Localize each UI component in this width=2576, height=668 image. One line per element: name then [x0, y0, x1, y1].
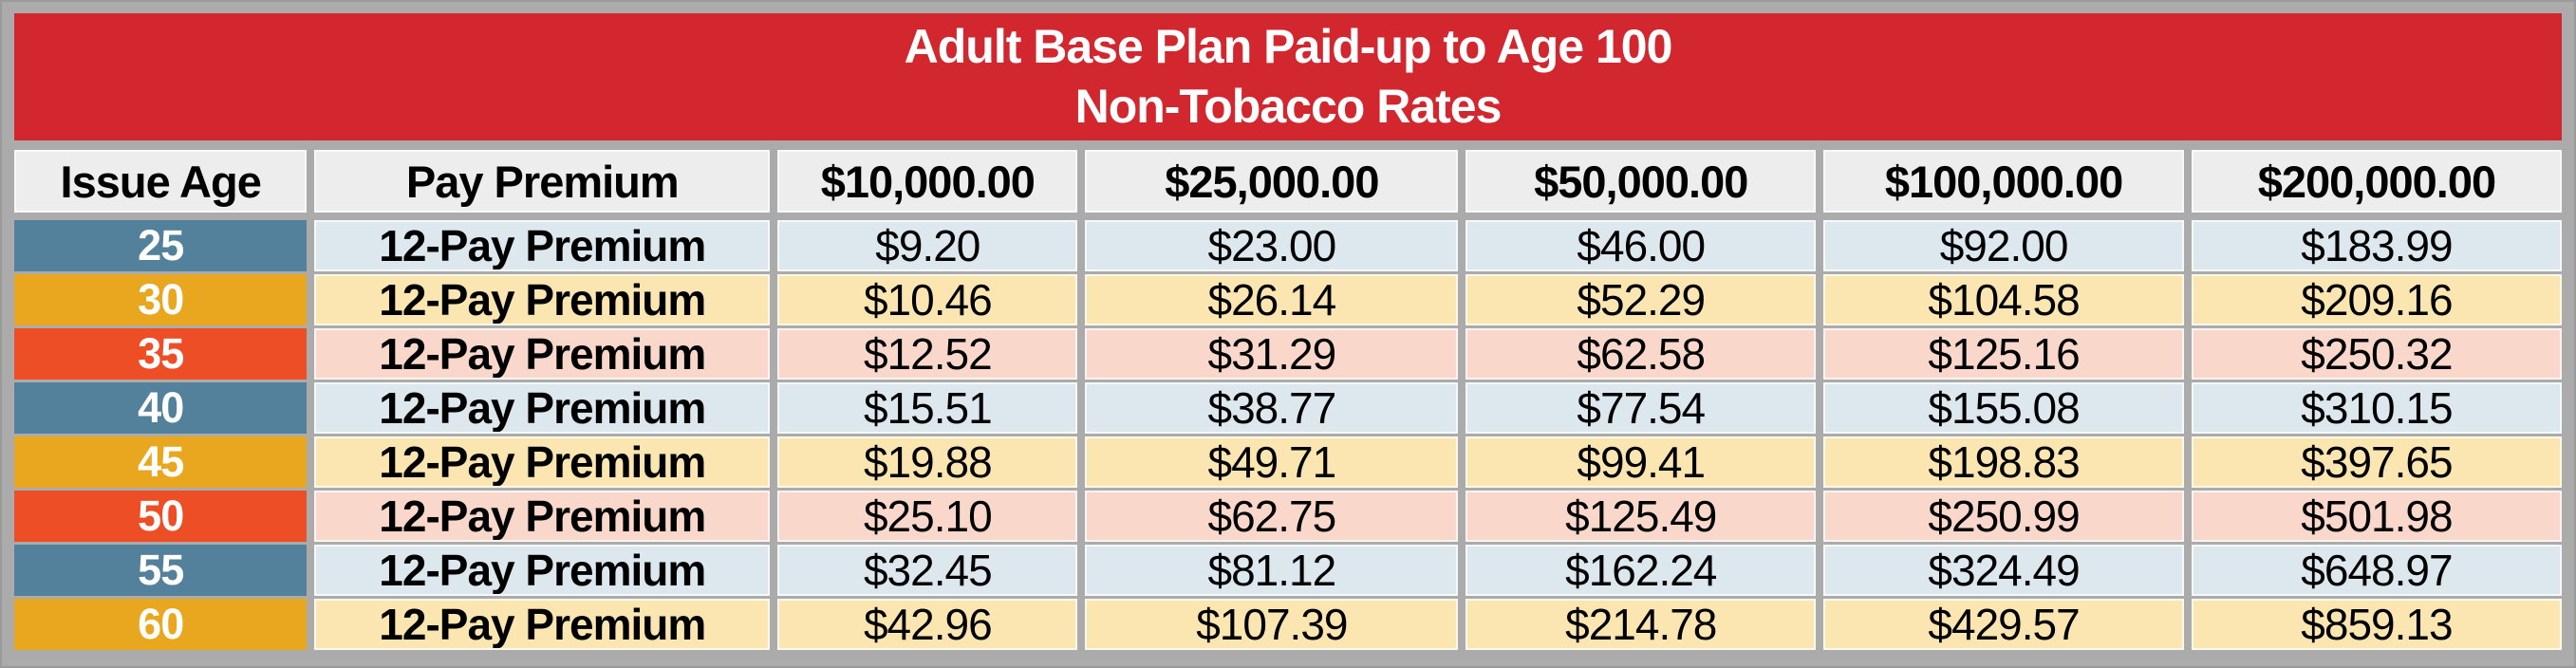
rate-cell: $125.16 [1823, 328, 2184, 380]
issue-age-cell: 25 [14, 220, 308, 271]
rate-cell: $162.24 [1465, 545, 1817, 596]
rate-cell: $429.57 [1823, 599, 2184, 650]
pay-premium-cell: 12-Pay Premium [314, 491, 771, 542]
issue-age-cell: 35 [14, 328, 308, 380]
column-header-25000: $25,000.00 [1085, 150, 1459, 213]
column-header-50000: $50,000.00 [1465, 150, 1817, 213]
rate-cell: $49.71 [1085, 436, 1459, 488]
rate-cell: $31.29 [1085, 328, 1459, 380]
rate-cell: $125.49 [1465, 491, 1817, 542]
rate-cell: $92.00 [1823, 220, 2184, 271]
rate-cell: $25.10 [777, 491, 1078, 542]
rate-cell: $19.88 [777, 436, 1078, 488]
rate-cell: $183.99 [2191, 220, 2562, 271]
rate-cell: $501.98 [2191, 491, 2562, 542]
issue-age-cell: 60 [14, 599, 308, 650]
rate-table-body: 25 12-Pay Premium $9.20 $23.00 $46.00 $9… [14, 220, 2562, 650]
column-header-row: Issue Age Pay Premium $10,000.00 $25,000… [14, 150, 2562, 213]
column-header-issue-age: Issue Age [14, 150, 308, 213]
pay-premium-cell: 12-Pay Premium [314, 436, 771, 488]
issue-age-cell: 45 [14, 436, 308, 488]
rate-cell: $32.45 [777, 545, 1078, 596]
rate-cell: $104.58 [1823, 274, 2184, 325]
rate-cell: $155.08 [1823, 382, 2184, 434]
table-title-banner: Adult Base Plan Paid-up to Age 100 Non-T… [14, 13, 2562, 140]
rate-cell: $62.75 [1085, 491, 1459, 542]
rate-cell: $9.20 [777, 220, 1078, 271]
column-header-100000: $100,000.00 [1823, 150, 2184, 213]
rate-cell: $23.00 [1085, 220, 1459, 271]
rate-cell: $38.77 [1085, 382, 1459, 434]
rate-cell: $107.39 [1085, 599, 1459, 650]
issue-age-cell: 55 [14, 545, 308, 596]
rate-cell: $42.96 [777, 599, 1078, 650]
rate-cell: $324.49 [1823, 545, 2184, 596]
issue-age-cell: 40 [14, 382, 308, 434]
rate-cell: $214.78 [1465, 599, 1817, 650]
issue-age-cell: 50 [14, 491, 308, 542]
rate-cell: $310.15 [2191, 382, 2562, 434]
column-header-200000: $200,000.00 [2191, 150, 2562, 213]
pay-premium-cell: 12-Pay Premium [314, 599, 771, 650]
rate-cell: $397.65 [2191, 436, 2562, 488]
rate-cell: $250.99 [1823, 491, 2184, 542]
pay-premium-cell: 12-Pay Premium [314, 545, 771, 596]
rate-cell: $10.46 [777, 274, 1078, 325]
rate-cell: $62.58 [1465, 328, 1817, 380]
rate-cell: $77.54 [1465, 382, 1817, 434]
rate-cell: $15.51 [777, 382, 1078, 434]
rate-cell: $648.97 [2191, 545, 2562, 596]
rate-cell: $26.14 [1085, 274, 1459, 325]
rate-cell: $12.52 [777, 328, 1078, 380]
rate-cell: $52.29 [1465, 274, 1817, 325]
rate-cell: $46.00 [1465, 220, 1817, 271]
pay-premium-cell: 12-Pay Premium [314, 220, 771, 271]
rate-cell: $209.16 [2191, 274, 2562, 325]
pay-premium-cell: 12-Pay Premium [314, 328, 771, 380]
table-subtitle: Non-Tobacco Rates [1074, 80, 1503, 133]
pay-premium-cell: 12-Pay Premium [314, 274, 771, 325]
rate-cell: $99.41 [1465, 436, 1817, 488]
table-title: Adult Base Plan Paid-up to Age 100 [904, 20, 1673, 73]
rate-cell: $250.32 [2191, 328, 2562, 380]
rate-cell: $859.13 [2191, 599, 2562, 650]
rate-cell: $198.83 [1823, 436, 2184, 488]
issue-age-cell: 30 [14, 274, 308, 325]
column-header-pay-premium: Pay Premium [314, 150, 771, 213]
pay-premium-cell: 12-Pay Premium [314, 382, 771, 434]
rate-cell: $81.12 [1085, 545, 1459, 596]
column-header-10000: $10,000.00 [777, 150, 1078, 213]
